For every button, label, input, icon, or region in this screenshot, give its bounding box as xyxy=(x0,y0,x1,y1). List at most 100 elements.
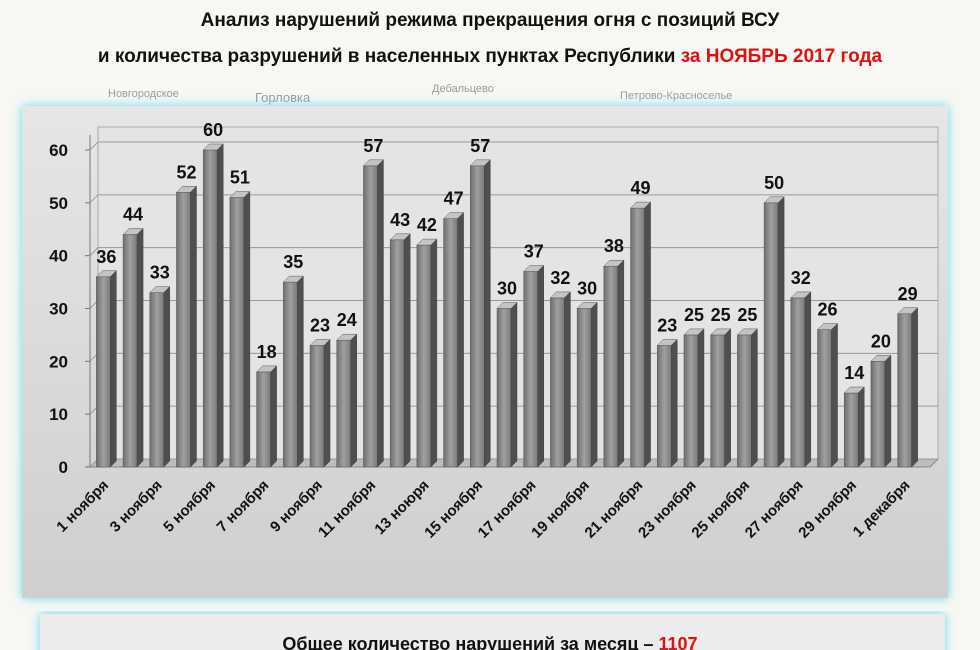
bar-front xyxy=(229,197,245,468)
bar-front xyxy=(710,334,725,468)
bar-side xyxy=(484,159,491,468)
bar xyxy=(416,238,438,468)
bar xyxy=(256,365,278,468)
bar xyxy=(229,190,251,468)
bar-side xyxy=(697,328,705,468)
map-background: Новгородское Горловка Дебальцево Петрово… xyxy=(108,83,732,105)
bar-side xyxy=(751,328,758,468)
bar-front xyxy=(790,297,806,468)
bar xyxy=(549,291,572,468)
value-label: 57 xyxy=(470,136,490,156)
bar-side xyxy=(617,259,625,468)
value-label: 36 xyxy=(96,247,116,267)
bar xyxy=(523,264,545,468)
value-label: 50 xyxy=(764,173,784,193)
bar xyxy=(870,354,892,468)
value-label: 30 xyxy=(577,279,597,299)
bar-side xyxy=(190,185,197,468)
value-label: 38 xyxy=(604,236,624,256)
value-label: 51 xyxy=(230,168,250,188)
y-tick-label: 10 xyxy=(49,405,68,424)
title-line: Анализ нарушений режима прекращения огня… xyxy=(201,10,780,31)
bar xyxy=(683,328,705,468)
bar-side xyxy=(163,286,171,468)
map-label: Новгородское xyxy=(108,88,179,100)
bar-front xyxy=(470,165,485,468)
bar xyxy=(736,328,758,468)
bar-front xyxy=(897,313,912,468)
bar xyxy=(576,301,598,468)
bar-side xyxy=(911,307,918,468)
bar-front xyxy=(363,165,378,468)
back-wall xyxy=(97,126,939,460)
bar xyxy=(603,259,625,468)
bar-front xyxy=(576,308,592,468)
bar-side xyxy=(350,333,357,468)
bar-side xyxy=(537,264,544,468)
value-label: 32 xyxy=(550,268,570,288)
value-label: 30 xyxy=(497,279,517,299)
bar xyxy=(309,338,331,468)
value-label: 25 xyxy=(711,305,731,325)
bar-side xyxy=(216,143,224,468)
bar xyxy=(656,338,678,468)
bar-front xyxy=(202,149,218,468)
bar-front xyxy=(603,265,619,468)
bar xyxy=(469,159,491,468)
y-tick-label: 30 xyxy=(49,300,68,319)
map-label: Петрово-Красноселье xyxy=(620,90,732,102)
bar-side xyxy=(831,323,838,468)
map-label: Горловка xyxy=(255,90,311,105)
grid-line xyxy=(89,194,938,204)
bar-front xyxy=(870,361,886,468)
bar xyxy=(763,196,785,468)
bar-front xyxy=(309,345,325,468)
value-label: 14 xyxy=(844,363,864,383)
value-label: 49 xyxy=(631,178,651,198)
bar-side xyxy=(136,227,144,468)
bar xyxy=(790,291,812,468)
bar-side xyxy=(857,386,865,468)
bar-front xyxy=(683,334,699,468)
bar-side xyxy=(110,270,117,468)
value-label: 20 xyxy=(871,331,891,351)
bar-front xyxy=(256,371,271,468)
value-label: 42 xyxy=(417,215,437,235)
value-label: 26 xyxy=(818,300,838,320)
value-label: 29 xyxy=(898,284,918,304)
value-label: 35 xyxy=(283,252,303,272)
bar xyxy=(149,286,171,468)
bar xyxy=(710,328,732,468)
bar-side xyxy=(777,196,785,468)
bar-side xyxy=(804,291,812,468)
bar xyxy=(202,143,224,468)
bar-front xyxy=(149,292,165,468)
value-label: 52 xyxy=(176,162,196,182)
y-tick-label: 50 xyxy=(49,194,68,213)
footer-total: 1107 xyxy=(659,634,698,650)
bar-side xyxy=(403,233,411,468)
bar-front xyxy=(496,308,512,468)
footer-panel xyxy=(40,614,945,650)
bar-side xyxy=(323,338,331,468)
value-label: 47 xyxy=(444,189,464,209)
bar-side xyxy=(243,190,251,468)
y-tick-label: 60 xyxy=(49,141,68,160)
bar-side xyxy=(564,291,571,468)
value-label: 18 xyxy=(257,342,277,362)
grid-line xyxy=(89,247,938,257)
bar-side xyxy=(671,338,678,468)
value-label: 43 xyxy=(390,210,410,230)
value-label: 57 xyxy=(363,136,383,156)
footer: Общее количество нарушений за месяц – 11… xyxy=(282,634,697,650)
bar-front xyxy=(336,339,351,468)
bar xyxy=(362,159,385,468)
bar xyxy=(282,275,304,468)
value-label: 23 xyxy=(657,315,677,335)
bar-side xyxy=(430,238,438,468)
bar-front xyxy=(283,281,298,468)
bar-side xyxy=(270,365,277,468)
value-label: 33 xyxy=(150,263,170,283)
map-label: Дебальцево xyxy=(432,83,494,95)
